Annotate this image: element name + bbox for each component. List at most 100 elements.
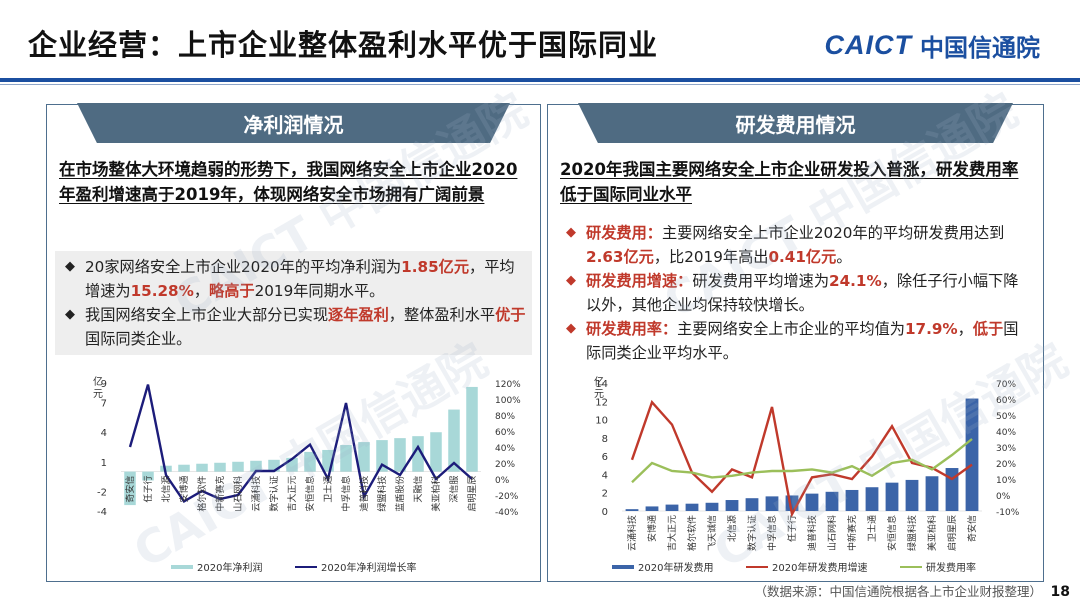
x-tick-label: 吉大正元 <box>666 515 678 551</box>
diamond-bullet-icon: ◆ <box>566 321 576 336</box>
x-tick-label: 云涌科技 <box>626 515 638 551</box>
bullet-list: ◆ 研发费用：主要网络安全上市企业2020年的平均研发费用达到 2.63亿元，比20… <box>556 217 1035 365</box>
diamond-bullet-icon: ◆ <box>566 273 576 288</box>
legend-label: 2020年净利润增长率 <box>321 561 416 574</box>
highlight-text: 略高于 <box>209 282 255 300</box>
y-tick-label: 8 <box>602 434 608 445</box>
bar <box>945 468 959 511</box>
x-tick-label: 迪普科技 <box>806 515 818 551</box>
y-tick-label: 0 <box>602 507 608 518</box>
page-title: 企业经营：上市企业整体盈利水平优于国际同业 <box>28 28 659 62</box>
x-tick-label: 中孚信息 <box>340 476 352 512</box>
y-tick-label: 10 <box>595 416 608 427</box>
bullet-item: ◆ 研发费用：主要网络安全上市企业2020年的平均研发费用达到 2.63亿元，比20… <box>562 221 1029 269</box>
x-tick-label: 北信源 <box>726 515 738 542</box>
bullet-text: ，比2019年高出 <box>653 248 769 266</box>
bar <box>430 432 442 472</box>
bar <box>665 504 679 511</box>
bullet-text: 国际同类企业。 <box>85 330 192 348</box>
y-tick-label: -4 <box>97 507 107 518</box>
legend-swatch <box>612 565 634 569</box>
banner-title: 净利润情况 <box>243 113 344 137</box>
series-line <box>128 384 473 503</box>
bar <box>304 451 316 472</box>
bullet-text: 国际同类企业平均水平。 <box>586 320 1019 362</box>
y2-tick-label: 50% <box>996 412 1016 422</box>
bullet-text: ，整体盈利水平 <box>388 306 496 324</box>
x-tick-label: 任子行 <box>786 515 798 542</box>
bar <box>394 438 406 472</box>
header-divider-thin <box>0 84 1080 85</box>
bar <box>196 463 208 472</box>
bullet-item: ◆ 我国网络安全上市企业大部分已实现逐年盈利，整体盈利水平优于国际同类企业。 <box>61 303 526 351</box>
bar <box>685 503 699 511</box>
legend-label: 研发费用率 <box>926 561 976 574</box>
x-tick-label: 美亚柏科 <box>926 515 938 551</box>
x-tick-label: 北信源 <box>160 476 172 503</box>
highlight-text: 优于 <box>495 306 526 324</box>
bar <box>725 500 739 511</box>
x-tick-label: 绿盟科技 <box>906 515 918 551</box>
y2-tick-label: 0% <box>495 476 510 486</box>
bullet-item: ◆ 研发费用增速：研发费用平均增速为24.1%，除任子行小幅下降以外，其他企业均保… <box>562 269 1029 317</box>
bullet-text: ，平均增速为 <box>85 258 515 300</box>
net-profit-panel: 净利润情况 在市场整体大环境趋弱的形势下，我国网络安全上市企业2020年盈利增速… <box>46 103 541 582</box>
y-tick-label: 9 <box>101 379 107 390</box>
bar <box>705 502 719 511</box>
highlight-text: 24.1% <box>829 272 882 290</box>
lead-text: 在市场整体大环境趋弱的形势下，我国网络安全上市企业2020年盈利增速高于2019… <box>59 160 518 204</box>
y2-tick-label: 10% <box>996 476 1016 486</box>
x-tick-label: 天融信 <box>412 476 424 503</box>
bullet-text: 主要网络安全上市企业的平均值为 <box>677 320 905 338</box>
bar <box>322 449 334 472</box>
x-tick-label: 飞天诚信 <box>706 515 718 551</box>
x-tick-label: 启明星辰 <box>946 515 958 551</box>
bullet-text: ， <box>193 282 210 300</box>
y2-tick-label: 100% <box>495 396 521 406</box>
bullet-text: 我国网络安全上市企业大部分已实现 <box>85 306 328 324</box>
highlight-text: 0.41亿元 <box>768 248 837 266</box>
highlight-text: 研发费用增速： <box>586 272 693 290</box>
x-tick-label: 中新赛克 <box>214 476 226 512</box>
bar <box>124 471 136 506</box>
highlight-text: 研发费用： <box>586 224 662 242</box>
bar <box>142 471 154 481</box>
y-axis-label: 元 <box>594 389 604 400</box>
x-tick-label: 绿盟科技 <box>376 476 388 512</box>
bar <box>448 409 460 472</box>
bar <box>214 462 226 472</box>
x-tick-label: 安博通 <box>178 476 190 503</box>
x-tick-label: 奇安信 <box>966 515 978 542</box>
highlight-text: 15.28% <box>130 282 194 300</box>
y2-tick-label: 20% <box>495 460 515 470</box>
bullet-text: ， <box>957 320 973 338</box>
lead-text: 2020年我国主要网络安全上市企业研发投入普涨，研发费用率低于国际同业水平 <box>560 160 1019 204</box>
bar <box>885 482 899 511</box>
y2-tick-label: -20% <box>495 492 519 502</box>
bar <box>765 496 779 511</box>
highlight-text: 17.9% <box>904 320 958 338</box>
y-tick-label: 4 <box>602 470 608 481</box>
legend-label: 2020年净利润 <box>197 561 262 574</box>
y2-tick-label: 80% <box>495 412 515 422</box>
series-line <box>630 399 973 518</box>
data-source-note: （数据来源：中国信通院根据各上市企业财报整理） <box>754 584 1042 599</box>
banner-shape <box>77 103 510 143</box>
y-tick-label: 4 <box>101 428 107 439</box>
y2-tick-label: -10% <box>996 508 1020 518</box>
bar <box>250 460 262 472</box>
y-tick-label: 14 <box>595 379 608 390</box>
y2-tick-label: 40% <box>495 444 515 454</box>
bar <box>745 498 759 511</box>
x-tick-label: 卫士通 <box>322 476 334 503</box>
bullet-list: ◆ 20家网络安全上市企业2020年的平均净利润为1.85亿元，平均增速为15.2… <box>55 251 532 355</box>
bar <box>925 476 939 511</box>
bar <box>965 398 979 511</box>
lead-statement: 2020年我国主要网络安全上市企业研发投入普涨，研发费用率低于国际同业水平 <box>560 157 1031 207</box>
highlight-text: 低于 <box>972 320 1004 338</box>
y2-tick-label: 70% <box>996 380 1016 390</box>
bullet-item: ◆ 研发费用率：主要网络安全上市企业的平均值为17.9%，低于国际同类企业平均水平… <box>562 317 1029 365</box>
legend-label: 2020年研发费用 <box>638 561 713 574</box>
bullet-text: ，除任子行小幅下降以外，其他企业均保持较快增长。 <box>586 272 1019 314</box>
